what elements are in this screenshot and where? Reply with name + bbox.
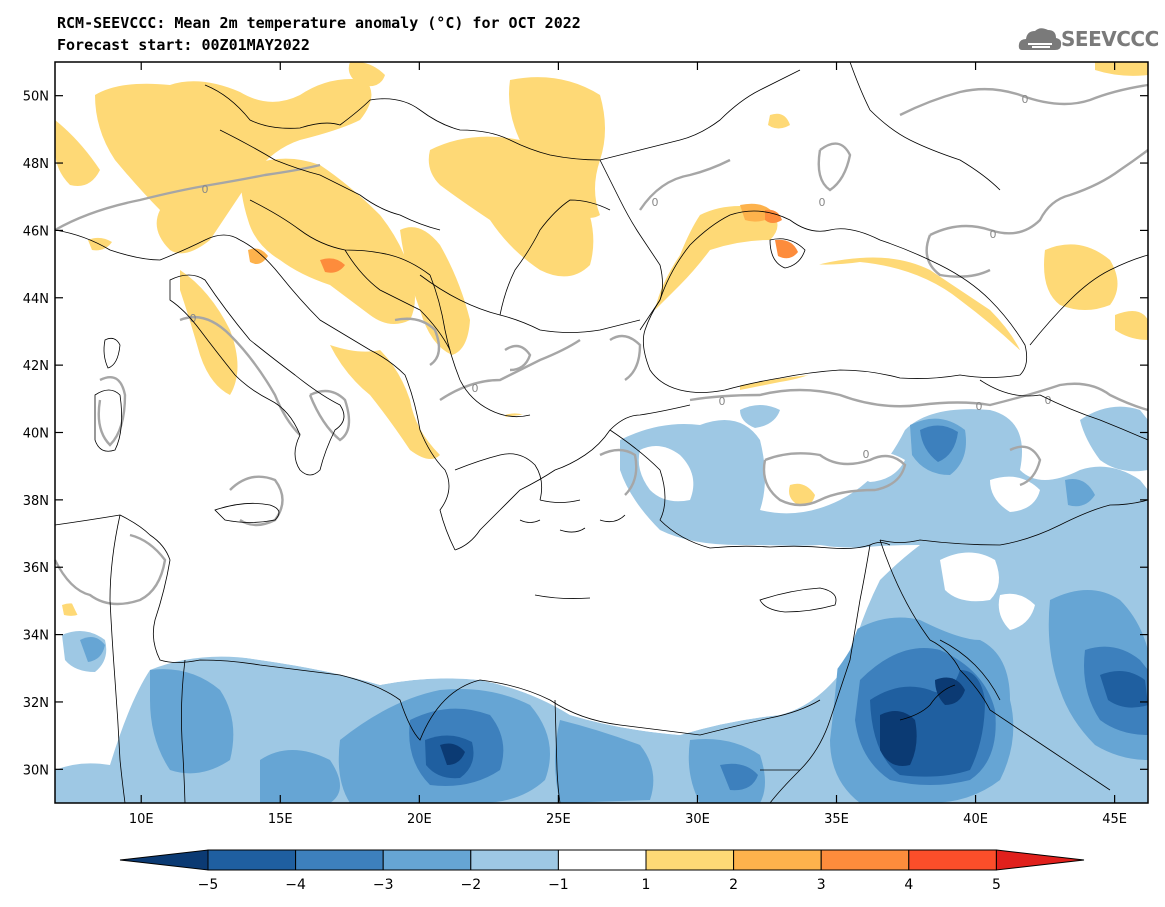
contour-label: 0: [863, 448, 870, 461]
colorbar-segment: [207, 849, 297, 871]
colorbar-label: −2: [460, 877, 481, 893]
map-title: RCM-SEEVCCC: Mean 2m temperature anomaly…: [57, 14, 581, 32]
colorbar-label: −4: [285, 877, 306, 893]
colorbar-extend-low: [119, 849, 209, 871]
colorbar-segment: [295, 849, 384, 871]
colorbar-label: −1: [548, 877, 569, 893]
cold-anomaly-areas: [55, 405, 1148, 803]
colorbar-label: 4: [904, 877, 913, 893]
lat-tick-label: 38N: [23, 494, 49, 509]
colorbar-segment: [470, 849, 559, 871]
lon-tick-label: 10E: [129, 812, 154, 827]
lat-tick-label: 36N: [23, 561, 49, 576]
colorbar-segment: [645, 849, 735, 871]
contour-label: 0: [1045, 394, 1052, 407]
longitude-axis: 10E 15E 20E 25E 30E 35E 40E 45E: [129, 62, 1127, 827]
forecast-start-subtitle: Forecast start: 00Z01MAY2022: [57, 36, 310, 54]
contour-label: 0: [652, 196, 659, 209]
cloud-logo-icon: [1018, 28, 1062, 50]
contour-label: 0: [976, 400, 983, 413]
colorbar-extend-high: [995, 849, 1085, 871]
contour-labels: 0 0 0 0 0 0 0 0 0 0 0: [190, 93, 1052, 461]
lon-tick-label: 40E: [963, 812, 988, 827]
zero-contours: [53, 83, 1149, 606]
colorbar-segment: [820, 849, 910, 871]
lon-tick-label: 20E: [407, 812, 432, 827]
lat-tick-label: 48N: [23, 157, 49, 172]
colorbar-label: 1: [642, 877, 651, 893]
lat-tick-label: 32N: [23, 696, 49, 711]
lon-tick-label: 45E: [1102, 812, 1127, 827]
colorbar-segment: [733, 849, 822, 871]
latitude-axis: 50N 48N 46N 44N 42N 40N 38N 36N 34N 32N 30N: [23, 90, 1148, 778]
contour-label: 0: [190, 312, 197, 325]
contour-label: 0: [719, 395, 726, 408]
lon-tick-label: 30E: [685, 812, 710, 827]
coastlines-borders: [54, 61, 1149, 804]
colorbar-label: 5: [992, 877, 1001, 893]
map-area: 0 0 0 0 0 0 0 0 0 0 0: [53, 61, 1149, 804]
colorbar-label: 2: [729, 877, 738, 893]
lat-tick-label: 30N: [23, 763, 49, 778]
contour-label: 0: [1022, 93, 1029, 106]
colorbar-segment: [557, 849, 647, 871]
contour-label: 0: [472, 382, 479, 395]
lat-tick-label: 44N: [23, 292, 49, 307]
lon-tick-label: 35E: [824, 812, 849, 827]
lat-tick-label: 46N: [23, 224, 49, 239]
contour-label: 0: [202, 183, 209, 196]
sea-areas: [55, 260, 1030, 735]
contour-label: 0: [819, 196, 826, 209]
lat-tick-label: 40N: [23, 427, 49, 442]
lat-tick-label: 42N: [23, 359, 49, 374]
lat-tick-label: 50N: [23, 90, 49, 105]
colorbar-segment: [382, 849, 472, 871]
lon-tick-label: 25E: [546, 812, 571, 827]
colorbar-label: −5: [198, 877, 219, 893]
colorbar: −5 −4 −3 −2 −1 1 2 3 4 5: [119, 849, 1085, 893]
colorbar-label: 3: [817, 877, 826, 893]
contour-label: 0: [990, 228, 997, 241]
colorbar-label: −3: [373, 877, 394, 893]
lat-tick-label: 34N: [23, 629, 49, 644]
colorbar-segment: [908, 849, 997, 871]
lon-tick-label: 15E: [268, 812, 293, 827]
logo-text: SEEVCCC: [1061, 27, 1159, 51]
